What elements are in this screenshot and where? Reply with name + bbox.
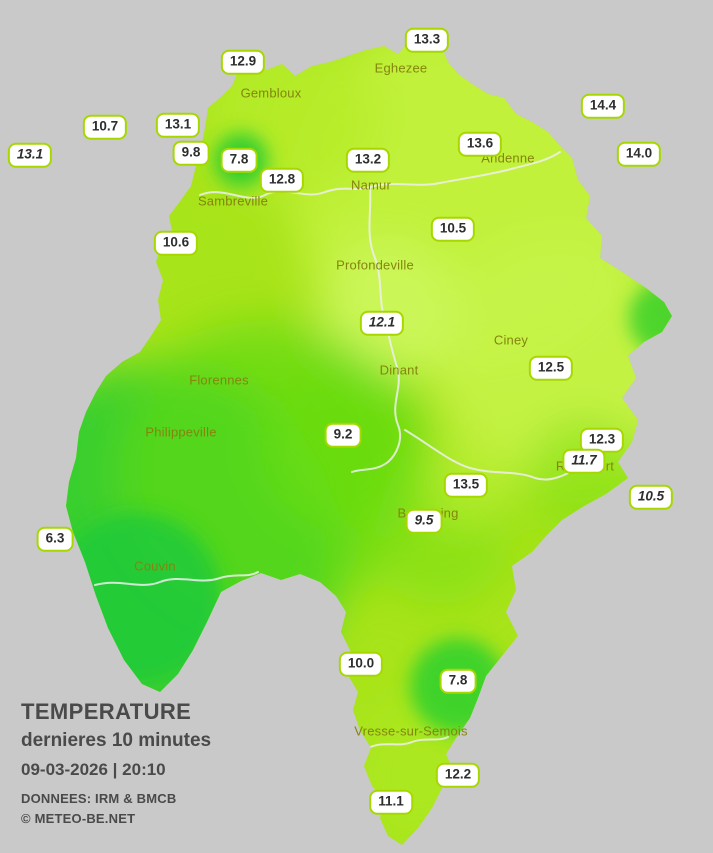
temperature-label: 10.0 [338,651,384,677]
city-label: Florennes [189,372,249,388]
temperature-label: 7.8 [220,147,258,173]
river-meuse-south [351,369,402,473]
temperature-label: 9.2 [324,422,362,448]
city-label: Gembloux [240,85,302,101]
river-lines [94,151,579,749]
heat-blob [629,280,672,356]
river-lesse [404,429,579,481]
city-label: Sambreville [197,193,269,209]
city-label: Ciney [493,332,529,348]
legend-source: DONNEES: IRM & BMCB [21,791,177,806]
temperature-label: 12.1 [359,310,405,336]
temperature-label: 12.2 [435,762,481,788]
temperature-label: 12.5 [528,355,574,381]
temperature-label: 13.5 [443,472,489,498]
river-meuse-middle [368,186,399,371]
city-label: Philippeville [145,424,217,440]
temperature-label: 10.5 [628,484,674,510]
city-label: Eghezee [374,60,428,76]
temperature-label: 13.1 [7,142,53,168]
temperature-label: 11.7 [562,448,606,474]
city-label: Dinant [379,362,419,378]
legend-copyright: © METEO-BE.NET [21,811,136,826]
city-label: Namur [350,177,392,193]
temperature-label: 12.9 [220,49,266,75]
map-legend: TEMPERATURE dernieres 10 minutes 09-03-2… [21,699,211,826]
temperature-label: 10.5 [430,216,476,242]
temperature-label: 14.0 [616,141,662,167]
temperature-label: 11.1 [369,789,413,815]
legend-subtitle: dernieres 10 minutes [21,730,212,751]
temperature-label: 12.8 [259,167,305,193]
city-label: Couvin [134,558,176,574]
temperature-label: 13.3 [404,27,450,53]
temperature-label: 13.2 [345,147,391,173]
temperature-label: 13.6 [457,131,503,157]
temperature-label: 7.8 [439,668,477,694]
city-label: Profondeville [336,257,414,273]
legend-title: TEMPERATURE [21,699,192,724]
city-label: Vresse-sur-Semois [354,723,468,739]
river-meuse-north [369,151,561,188]
temperature-label: 12.3 [579,427,625,453]
heat-blob [318,240,458,380]
river-semois [367,736,449,749]
river-eau-noire [94,571,259,586]
temperature-label: 10.6 [153,230,199,256]
temperature-label: 10.7 [82,114,128,140]
temperature-label: 13.1 [155,112,201,138]
temperature-label: 9.8 [172,140,210,166]
temperature-label: 14.4 [580,93,626,119]
temperature-label: 9.5 [405,508,443,534]
heat-blob [430,225,672,485]
heat-blob [66,513,221,683]
legend-datetime: 09-03-2026 | 20:10 [21,760,166,779]
temperature-label: 6.3 [36,526,74,552]
